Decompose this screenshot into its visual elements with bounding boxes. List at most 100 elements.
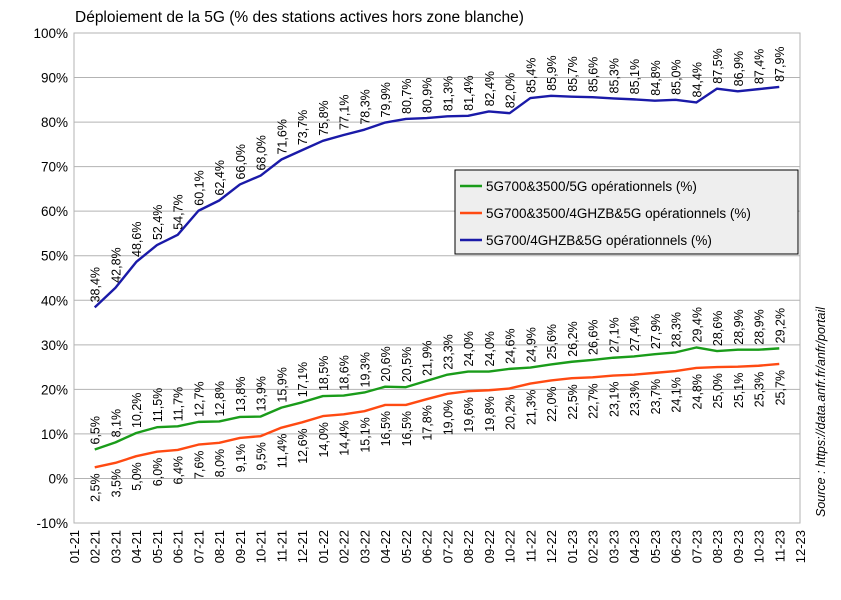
grid xyxy=(73,32,801,524)
x-tick-label: 04-22 xyxy=(378,530,393,563)
data-label: 73,7% xyxy=(296,110,310,145)
data-label: 23,1% xyxy=(607,382,621,417)
data-label: 6,4% xyxy=(172,456,186,485)
data-label: 23,7% xyxy=(649,379,663,414)
data-label: 21,3% xyxy=(524,390,538,425)
data-label: 85,1% xyxy=(628,59,642,94)
data-label: 13,8% xyxy=(234,377,248,412)
data-label: 14,0% xyxy=(317,422,331,457)
series-lines xyxy=(93,85,780,469)
data-label: 22,0% xyxy=(545,386,559,421)
data-label: 20,2% xyxy=(504,394,518,429)
x-tick-label: 02-21 xyxy=(88,530,103,563)
x-tick-label: 04-21 xyxy=(129,530,144,563)
data-label: 85,6% xyxy=(587,57,601,92)
data-label: 3,5% xyxy=(109,469,123,498)
data-label: 26,6% xyxy=(587,320,601,355)
data-label: 10,2% xyxy=(130,393,144,428)
series-line-2 xyxy=(94,362,780,469)
data-label: 85,0% xyxy=(670,59,684,94)
data-label: 85,3% xyxy=(607,58,621,93)
x-tick-label: 05-21 xyxy=(150,530,165,563)
data-label: 9,1% xyxy=(234,444,248,473)
data-label: 27,1% xyxy=(607,317,621,352)
data-label: 82,0% xyxy=(504,73,518,108)
y-tick-label: 70% xyxy=(41,160,68,175)
y-tick-label: 40% xyxy=(41,293,68,308)
x-tick-label: 01-22 xyxy=(316,530,331,563)
x-tick-label: 10-22 xyxy=(503,530,518,563)
x-tick-label: 09-23 xyxy=(731,530,746,563)
x-tick-label: 07-22 xyxy=(440,530,455,563)
data-label: 12,7% xyxy=(192,381,206,416)
data-label: 19,8% xyxy=(483,396,497,431)
data-label: 86,9% xyxy=(732,51,746,86)
data-label: 85,9% xyxy=(545,55,559,90)
legend-label: 5G700/4GHZB&5G opérationnels (%) xyxy=(486,233,712,248)
data-label: 19,3% xyxy=(358,352,372,387)
data-label: 16,5% xyxy=(379,411,393,446)
x-tick-labels: 01-21 02-21 03-21 04-21 05-21 06-21 07-21 08-21… xyxy=(67,530,808,563)
data-label: 80,7% xyxy=(400,79,414,114)
data-label: 5,0% xyxy=(130,462,144,491)
data-label: 6,0% xyxy=(151,458,165,487)
x-tick-label: 07-21 xyxy=(191,530,206,563)
data-label: 18,5% xyxy=(317,356,331,391)
data-label: 28,3% xyxy=(670,312,684,347)
data-label: 78,3% xyxy=(358,89,372,124)
data-label: 2,5% xyxy=(89,473,103,502)
x-tick-label: 02-23 xyxy=(586,530,601,563)
data-label: 22,5% xyxy=(566,384,580,419)
data-label: 28,9% xyxy=(753,309,767,344)
data-label: 13,9% xyxy=(255,376,269,411)
y-tick-label: 100% xyxy=(33,26,68,41)
y-tick-label: 80% xyxy=(41,115,68,130)
data-label: 85,4% xyxy=(524,58,538,93)
x-tick-label: 12-21 xyxy=(295,530,310,563)
data-label: 7,6% xyxy=(192,451,206,480)
data-label: 27,4% xyxy=(628,316,642,351)
y-tick-label: 20% xyxy=(41,382,68,397)
y-tick-label: 90% xyxy=(41,71,68,86)
data-label: 12,6% xyxy=(296,428,310,463)
x-tick-label: 08-22 xyxy=(461,530,476,563)
data-label: 84,8% xyxy=(649,60,663,95)
x-tick-label: 09-21 xyxy=(233,530,248,563)
legend-label: 5G700&3500/5G opérationnels (%) xyxy=(486,179,697,194)
chart-title: Déploiement de la 5G (% des stations act… xyxy=(75,9,524,26)
data-label: 25,6% xyxy=(545,324,559,359)
plot-frame xyxy=(73,32,801,524)
data-label: 28,6% xyxy=(711,311,725,346)
data-label: 8,1% xyxy=(109,409,123,438)
y-tick-labels: -10% 0% 10% 20% 30% 40% 50% 60% 70% 80% 90% 100% xyxy=(33,26,68,531)
x-tick-label: 03-21 xyxy=(108,530,123,563)
legend: 5G700&3500/5G opérationnels (%) 5G700&350… xyxy=(454,169,799,255)
data-label: 71,6% xyxy=(275,119,289,154)
data-label: 25,7% xyxy=(773,370,787,405)
data-label: 23,3% xyxy=(628,381,642,416)
data-label: 15,9% xyxy=(275,367,289,402)
data-label: 85,7% xyxy=(566,56,580,91)
data-label: 24,0% xyxy=(483,331,497,366)
data-label: 48,6% xyxy=(130,222,144,257)
data-label: 25,1% xyxy=(732,373,746,408)
data-label: 29,4% xyxy=(690,307,704,342)
y-tick-label: 0% xyxy=(48,471,68,486)
data-label: 66,0% xyxy=(234,144,248,179)
data-label: 25,3% xyxy=(753,372,767,407)
source-text: Source : https://data.anfr.fr/anfr/porta… xyxy=(814,306,828,517)
x-tick-label: 02-22 xyxy=(337,530,352,563)
data-label: 11,5% xyxy=(151,388,165,423)
x-tick-label: 11-23 xyxy=(772,530,787,562)
data-label: 24,9% xyxy=(524,327,538,362)
x-tick-label: 01-21 xyxy=(67,530,82,563)
data-label: 25,0% xyxy=(711,373,725,408)
y-tick-label: 60% xyxy=(41,204,68,219)
data-label: 21,9% xyxy=(421,340,435,375)
data-label: 54,7% xyxy=(172,194,186,229)
data-label: 77,1% xyxy=(338,95,352,130)
data-label: 17,8% xyxy=(421,405,435,440)
data-label: 68,0% xyxy=(255,135,269,170)
data-labels: 6,5% 8,1% 10,2% 11,5% 11,7% 12,7% 12,8% 13,8% 13… xyxy=(89,46,788,501)
